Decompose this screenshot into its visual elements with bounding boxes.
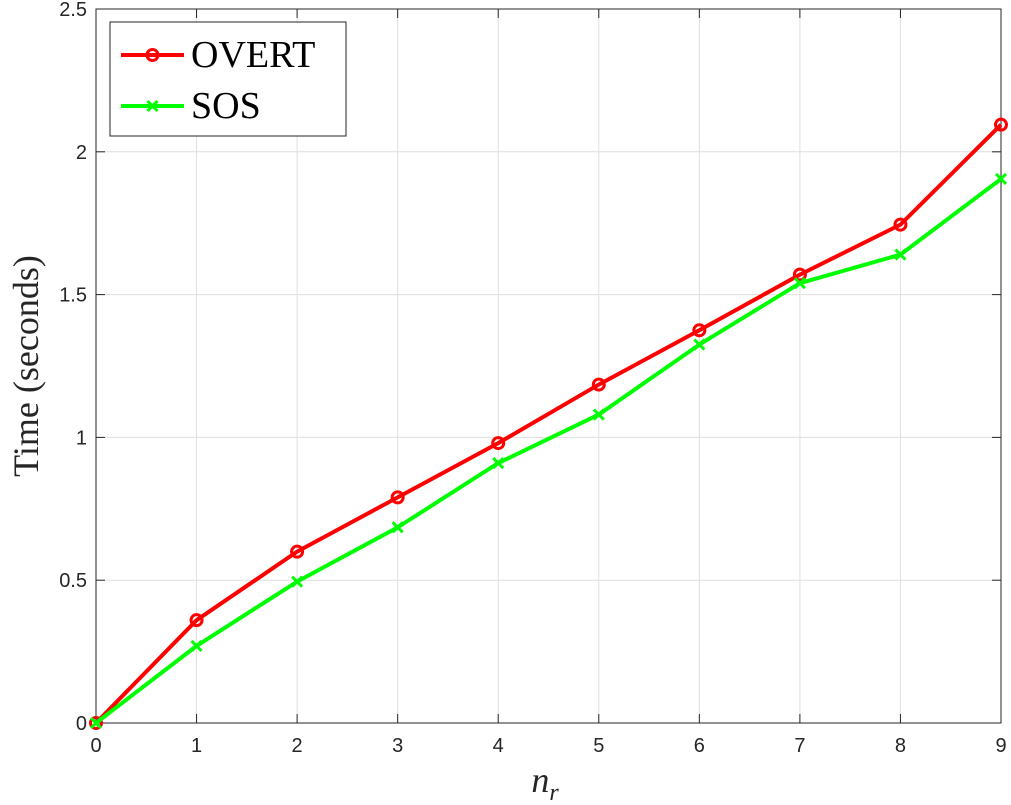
legend-item-sos: SOS <box>121 85 261 127</box>
x-axis-title-subscript: r <box>549 780 559 805</box>
y-tick-label: 0 <box>76 713 87 735</box>
data-point-sos <box>190 639 203 652</box>
data-point-sos <box>793 277 806 290</box>
x-tick-label: 4 <box>493 735 504 757</box>
legend-item-overt: OVERT <box>121 34 315 76</box>
y-tick-label: 2 <box>76 142 87 164</box>
legend-label-overt: OVERT <box>191 34 315 76</box>
data-point-stroke <box>592 408 605 421</box>
data-point-sos <box>89 716 103 730</box>
legend-marker-stroke <box>146 99 159 113</box>
legend: OVERT SOS <box>109 21 347 137</box>
x-tick-label: 2 <box>292 735 303 757</box>
y-axis-title: Time (seconds) <box>6 255 46 477</box>
data-point-sos <box>894 248 907 261</box>
series-sos <box>89 172 1008 730</box>
series-overt <box>89 117 1008 730</box>
data-point-stroke <box>89 716 103 730</box>
legend-box <box>109 21 347 137</box>
x-tick-label: 8 <box>895 735 906 757</box>
plot-area-frame <box>95 8 1002 724</box>
y-tick-label: 1.5 <box>59 285 87 307</box>
legend-marker-sos <box>146 99 159 113</box>
series-line-overt <box>94 123 1003 725</box>
data-point-stroke <box>291 575 304 588</box>
y-tick-label: 1 <box>76 427 87 449</box>
legend-label-sos: SOS <box>191 85 261 127</box>
data-point-overt <box>89 716 103 730</box>
data-point-sos <box>291 575 304 588</box>
legend-marker-overt <box>145 48 160 62</box>
data-point-stroke <box>793 277 806 290</box>
data-point-sos <box>592 408 605 421</box>
axis-ticks: 0 1 2 3 4 5 6 7 8 9 0 0.5 1 1.5 2 2.5 <box>59 0 1006 757</box>
data-point-overt <box>692 323 707 338</box>
x-tick-label: 7 <box>794 735 805 757</box>
y-tick-label: 0.5 <box>59 570 87 592</box>
data-point-sos <box>693 338 706 351</box>
y-tick-label: 2.5 <box>59 0 87 21</box>
data-point-sos <box>391 521 404 534</box>
data-point-overt <box>290 544 305 559</box>
data-point-stroke <box>190 639 203 652</box>
data-point-stroke <box>693 338 706 351</box>
data-point-overt <box>792 267 807 282</box>
x-tick-label: 5 <box>593 735 604 757</box>
x-axis-title-main: n <box>531 760 549 800</box>
x-tick-label: 0 <box>90 735 101 757</box>
data-point-overt <box>893 217 908 232</box>
data-point-stroke <box>994 172 1008 185</box>
x-tick-label: 6 <box>694 735 705 757</box>
series <box>89 117 1008 730</box>
series-line-sos <box>94 177 1003 725</box>
data-point-overt <box>491 436 506 451</box>
data-point-overt <box>390 490 405 505</box>
x-axis-title: nr <box>531 760 559 805</box>
data-point-stroke <box>894 248 907 261</box>
data-point-overt <box>591 377 606 392</box>
data-point-sos <box>492 457 505 470</box>
x-tick-label: 1 <box>191 735 202 757</box>
data-point-stroke <box>492 457 505 470</box>
data-point-stroke <box>391 521 404 534</box>
data-point-sos <box>994 172 1008 185</box>
data-point-overt <box>994 117 1008 132</box>
x-tick-label: 9 <box>995 735 1006 757</box>
x-tick-label: 3 <box>392 735 403 757</box>
data-point-overt <box>189 613 204 628</box>
